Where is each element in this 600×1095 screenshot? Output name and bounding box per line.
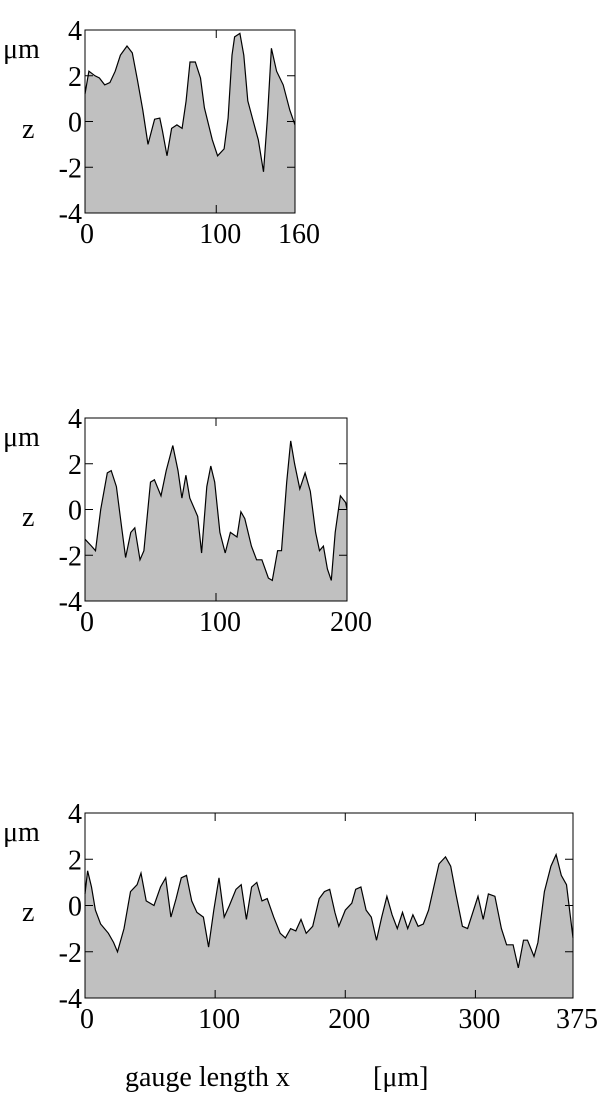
x-axis-label: gauge length x: [125, 1062, 290, 1093]
y-tick-label: -2: [59, 153, 82, 184]
y-axis-label: z: [22, 897, 34, 928]
x-tick-label: 160: [278, 219, 320, 250]
y-tick-label: 0: [68, 496, 82, 527]
y-tick-label: 2: [68, 62, 82, 93]
x-tick-label: 200: [330, 607, 372, 638]
x-tick-label: 100: [199, 219, 241, 250]
y-tick-label: 0: [68, 892, 82, 923]
x-tick-label: 100: [198, 1004, 240, 1035]
y-tick-label: 4: [68, 799, 82, 830]
area-fill: [85, 854, 573, 998]
profile-line: [84, 32, 296, 172]
x-tick-label: 0: [80, 219, 94, 250]
x-tick-label: 375: [556, 1004, 598, 1035]
y-tick-label: 4: [68, 404, 82, 435]
x-axis-unit: [μm]: [373, 1062, 428, 1093]
y-tick-label: 0: [68, 108, 82, 139]
y-tick-label: 2: [68, 845, 82, 876]
y-tick-label: -4: [59, 587, 82, 618]
y-tick-label: -2: [59, 938, 82, 969]
x-tick-label: 300: [458, 1004, 500, 1035]
area-fill: [85, 440, 347, 601]
x-tick-label: 100: [199, 607, 241, 638]
y-axis-label: z: [22, 114, 34, 145]
x-tick-label: 0: [80, 1004, 94, 1035]
y-tick-label: -2: [59, 541, 82, 572]
area-fill: [85, 33, 295, 214]
y-tick-label: 2: [68, 450, 82, 481]
x-tick-label: 0: [80, 607, 94, 638]
y-tick-label: 4: [68, 16, 82, 47]
y-axis-label: z: [22, 502, 34, 533]
y-axis-unit: μm: [3, 422, 40, 453]
y-axis-unit: μm: [3, 817, 40, 848]
y-tick-label: -4: [59, 984, 82, 1015]
y-axis-unit: μm: [3, 34, 40, 65]
profile-line: [84, 852, 574, 969]
profile-line: [84, 440, 348, 582]
y-tick-label: -4: [59, 199, 82, 230]
x-tick-label: 200: [328, 1004, 370, 1035]
